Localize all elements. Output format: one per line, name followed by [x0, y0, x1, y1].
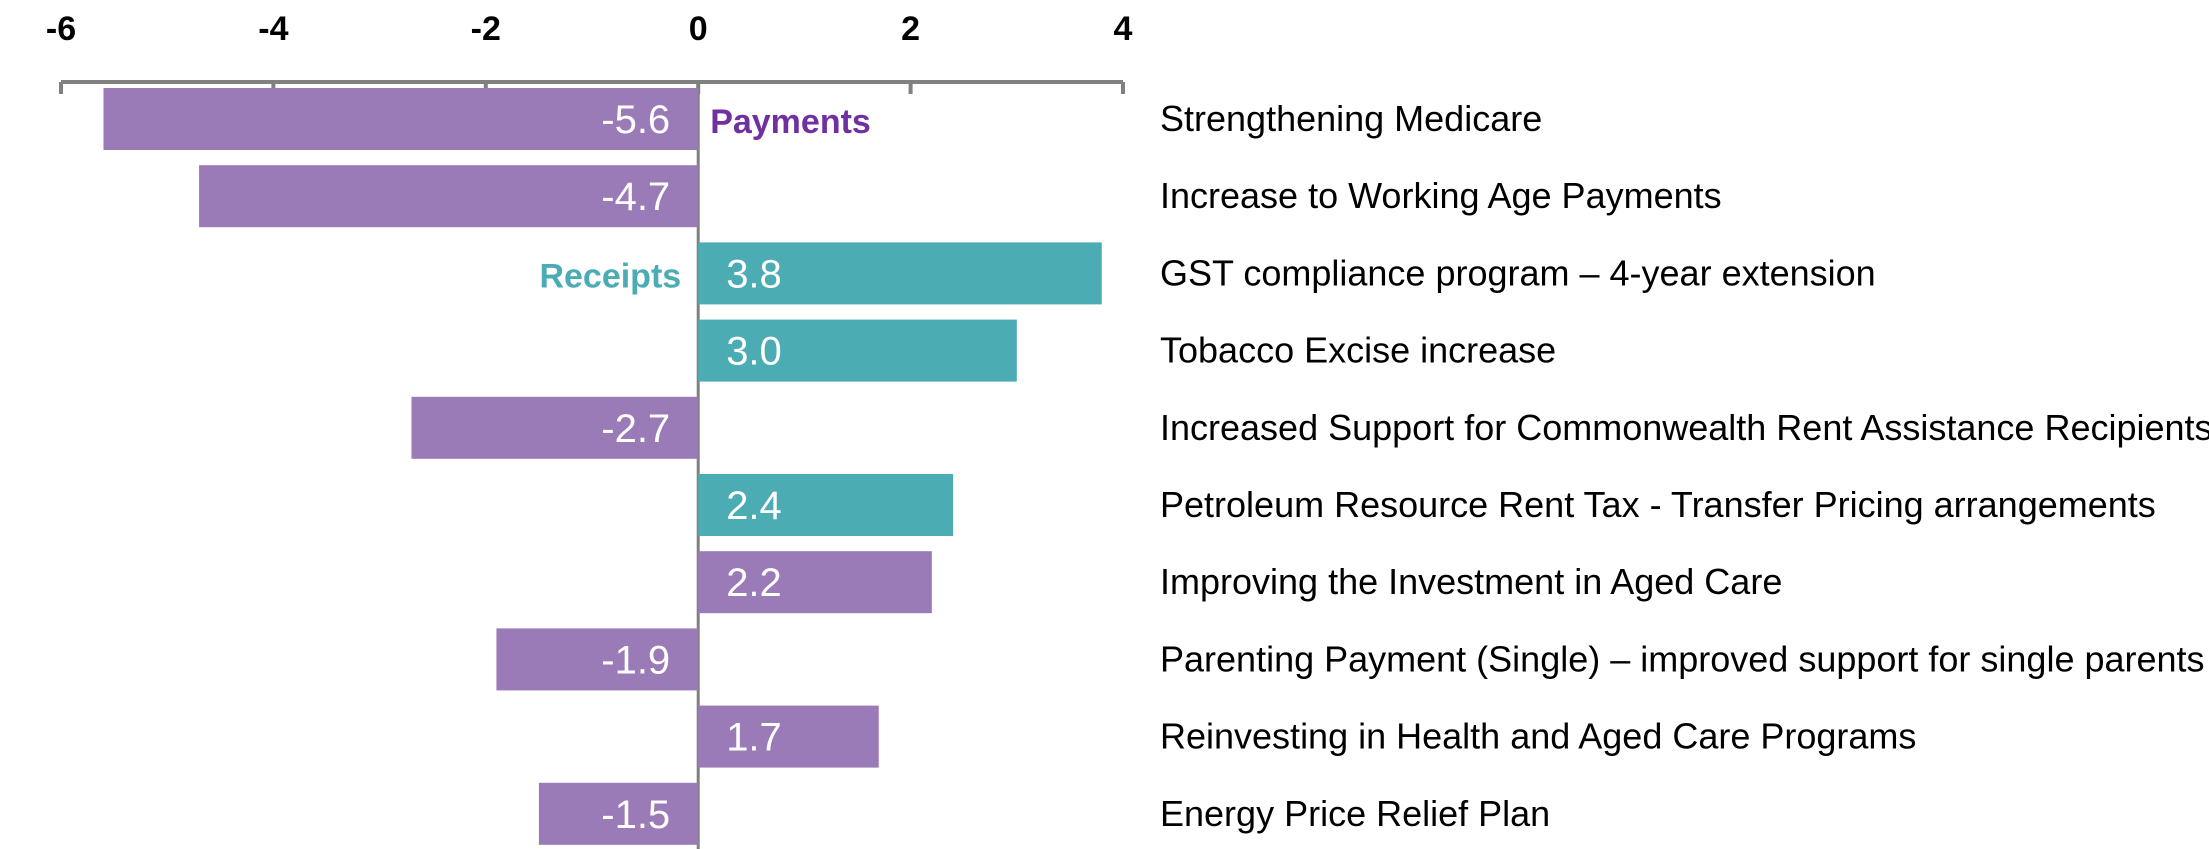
- x-tick-label: 4: [1114, 10, 1133, 48]
- bar-value-label: 2.4: [726, 484, 782, 528]
- bar-value-label: -2.7: [601, 407, 670, 451]
- bar-value-label: -4.7: [601, 175, 670, 219]
- legend-receipts: Receipts: [539, 257, 681, 295]
- x-tick-label: 0: [689, 10, 708, 48]
- bars: [103, 88, 1102, 845]
- bar-payments: [199, 165, 699, 228]
- category-label: Strengthening Medicare: [1160, 98, 1542, 139]
- bar-value-label: -1.9: [601, 638, 670, 682]
- bar-receipts: [698, 319, 1017, 382]
- bar-receipts: [698, 474, 954, 536]
- bar-value-label: -1.5: [601, 793, 670, 837]
- category-label: Energy Price Relief Plan: [1160, 793, 1550, 834]
- bar-payments: [496, 628, 699, 691]
- bar-value-label: 3.8: [726, 252, 782, 296]
- x-tick-label: 2: [901, 10, 920, 48]
- legend: Payments Receipts: [539, 103, 870, 295]
- bar-value-label: -5.6: [601, 98, 670, 142]
- bar-receipts: [698, 242, 1102, 305]
- x-tick-label: -2: [471, 10, 501, 48]
- bar-value-labels: -5.6 -4.7 3.8 3.0 -2.7 2.4 2.2 -1.9 1.7 -1.5: [601, 98, 782, 837]
- x-tick-label: -6: [46, 10, 76, 48]
- legend-payments: Payments: [710, 103, 871, 141]
- category-label: Improving the Investment in Aged Care: [1160, 561, 1782, 602]
- bar-value-label: 2.2: [726, 561, 782, 605]
- category-label: Increased Support for Commonwealth Rent …: [1160, 407, 2209, 448]
- category-label: GST compliance program – 4-year extensio…: [1160, 252, 1876, 293]
- category-labels: Strengthening Medicare Increase to Workin…: [1160, 98, 2209, 834]
- bar-payments: [411, 396, 699, 459]
- category-label: Petroleum Resource Rent Tax - Transfer P…: [1160, 484, 2156, 525]
- category-label: Tobacco Excise increase: [1160, 330, 1556, 371]
- bar-payments: [538, 782, 699, 845]
- x-tick-label: -4: [258, 10, 288, 48]
- bar-value-label: 3.0: [726, 330, 782, 374]
- bar-value-label: 1.7: [726, 716, 782, 760]
- category-label: Increase to Working Age Payments: [1160, 175, 1722, 216]
- category-label: Reinvesting in Health and Aged Care Prog…: [1160, 716, 1916, 757]
- category-label: Parenting Payment (Single) – improved su…: [1160, 638, 2205, 679]
- bar-payments: [698, 705, 879, 768]
- bar-payments: [103, 88, 699, 150]
- bar-payments: [698, 551, 932, 614]
